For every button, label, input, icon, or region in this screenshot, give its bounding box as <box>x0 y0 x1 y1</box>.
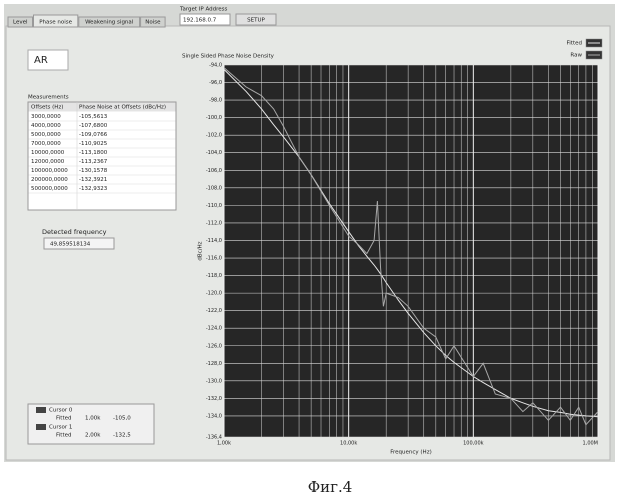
y-tick-label: -130,0 <box>206 378 222 384</box>
y-tick-label: -118,0 <box>206 273 222 279</box>
cursor-name[interactable]: Cursor 1 <box>49 425 72 431</box>
cursor-plot: Fitted <box>56 416 71 422</box>
table-cell: -105,5613 <box>79 114 108 120</box>
table-cell: 100000,0000 <box>31 168 68 174</box>
table-cell: 500000,0000 <box>31 186 68 192</box>
ip-label: Target IP Address <box>179 7 227 13</box>
setup-label[interactable]: SETUP <box>247 18 265 24</box>
cursor-name[interactable]: Cursor 0 <box>49 408 73 414</box>
x-tick-label: 1,00M <box>583 441 598 447</box>
cursor-y: -105,0 <box>113 416 131 422</box>
table-cell: -132,9323 <box>79 186 108 192</box>
chart-title: Single Sided Phase Noise Density <box>182 54 275 60</box>
y-tick-label: -134,0 <box>206 413 222 419</box>
y-tick-label: -100,0 <box>206 115 222 121</box>
cursor-plot: Fitted <box>56 433 71 439</box>
y-tick-label: -110,0 <box>206 203 222 209</box>
table-cell: -110,9025 <box>79 141 108 147</box>
freq-value: 49,859518134 <box>50 242 91 248</box>
table-cell: 12000,0000 <box>31 159 65 165</box>
x-tick-label: 10,00k <box>340 441 357 447</box>
tab-label[interactable]: Level <box>13 20 28 26</box>
y-axis-label: dBc/Hz <box>198 241 204 260</box>
table-cell: 4000,0000 <box>31 123 61 129</box>
y-tick-label: -102,0 <box>206 133 222 139</box>
cursor-swatch <box>36 407 46 413</box>
table-cell: -113,1800 <box>79 150 108 156</box>
y-tick-label: -104,0 <box>206 150 222 156</box>
cursor-x: 1,00k <box>85 416 101 422</box>
caption: Фиг.4 <box>308 478 353 496</box>
table-cell: -113,2367 <box>79 159 108 165</box>
tab-label[interactable]: Noise <box>145 20 161 26</box>
y-tick-label: -128,0 <box>206 361 222 367</box>
y-tick-label: -124,0 <box>206 326 222 332</box>
table-cell: -130,1578 <box>79 168 108 174</box>
table-cell: 10000,0000 <box>31 150 65 156</box>
cursor-swatch <box>36 424 46 430</box>
y-tick-label: -94,0 <box>209 63 222 69</box>
column-header: Offsets (Hz) <box>31 105 63 111</box>
y-tick-label: -108,0 <box>206 185 222 191</box>
y-tick-label: -114,0 <box>206 238 222 244</box>
x-axis-label: Frequency (Hz) <box>390 450 431 456</box>
cursor-x: 2,00k <box>85 433 101 439</box>
table-cell: 5000,0000 <box>31 132 61 138</box>
y-tick-label: -106,0 <box>206 168 222 174</box>
y-tick-label: -112,0 <box>206 220 222 226</box>
y-tick-label: -120,0 <box>206 291 222 297</box>
ip-value[interactable]: 192.168.0.7 <box>183 18 217 24</box>
table-cell: 200000,0000 <box>31 177 68 183</box>
table-cell: -107,6800 <box>79 123 108 129</box>
y-tick-label: -98,0 <box>209 98 222 104</box>
y-tick-label: -96,0 <box>209 80 222 86</box>
tab-label[interactable]: Weakening signal <box>85 20 134 26</box>
y-tick-label: -132,0 <box>206 396 222 402</box>
tab-label[interactable]: Phase noise <box>39 20 72 26</box>
column-header: Phase Noise at Offsets (dBc/Hz) <box>79 105 166 111</box>
table-cell: 7000,0000 <box>31 141 61 147</box>
y-tick-label: -122,0 <box>206 308 222 314</box>
freq-label: Detected frequency <box>42 228 107 236</box>
table-cell: -132,3921 <box>79 177 107 183</box>
y-tick-label: -116,0 <box>206 256 222 262</box>
ar-label: AR <box>34 55 48 66</box>
y-tick-label: -126,0 <box>206 343 222 349</box>
cursor-y: -132,5 <box>113 433 131 439</box>
table-cell: -109,0766 <box>79 132 108 138</box>
x-tick-label: 100,00k <box>463 441 483 447</box>
legend-label: Fitted <box>567 41 582 47</box>
measurements-label: Measurements <box>28 95 69 101</box>
x-tick-label: 1,00k <box>217 441 231 447</box>
screen: AR Target IP Address 192.168.0.7 SETUP M… <box>0 0 619 500</box>
table-cell: 3000,0000 <box>31 114 61 120</box>
legend-label: Raw <box>570 53 582 59</box>
